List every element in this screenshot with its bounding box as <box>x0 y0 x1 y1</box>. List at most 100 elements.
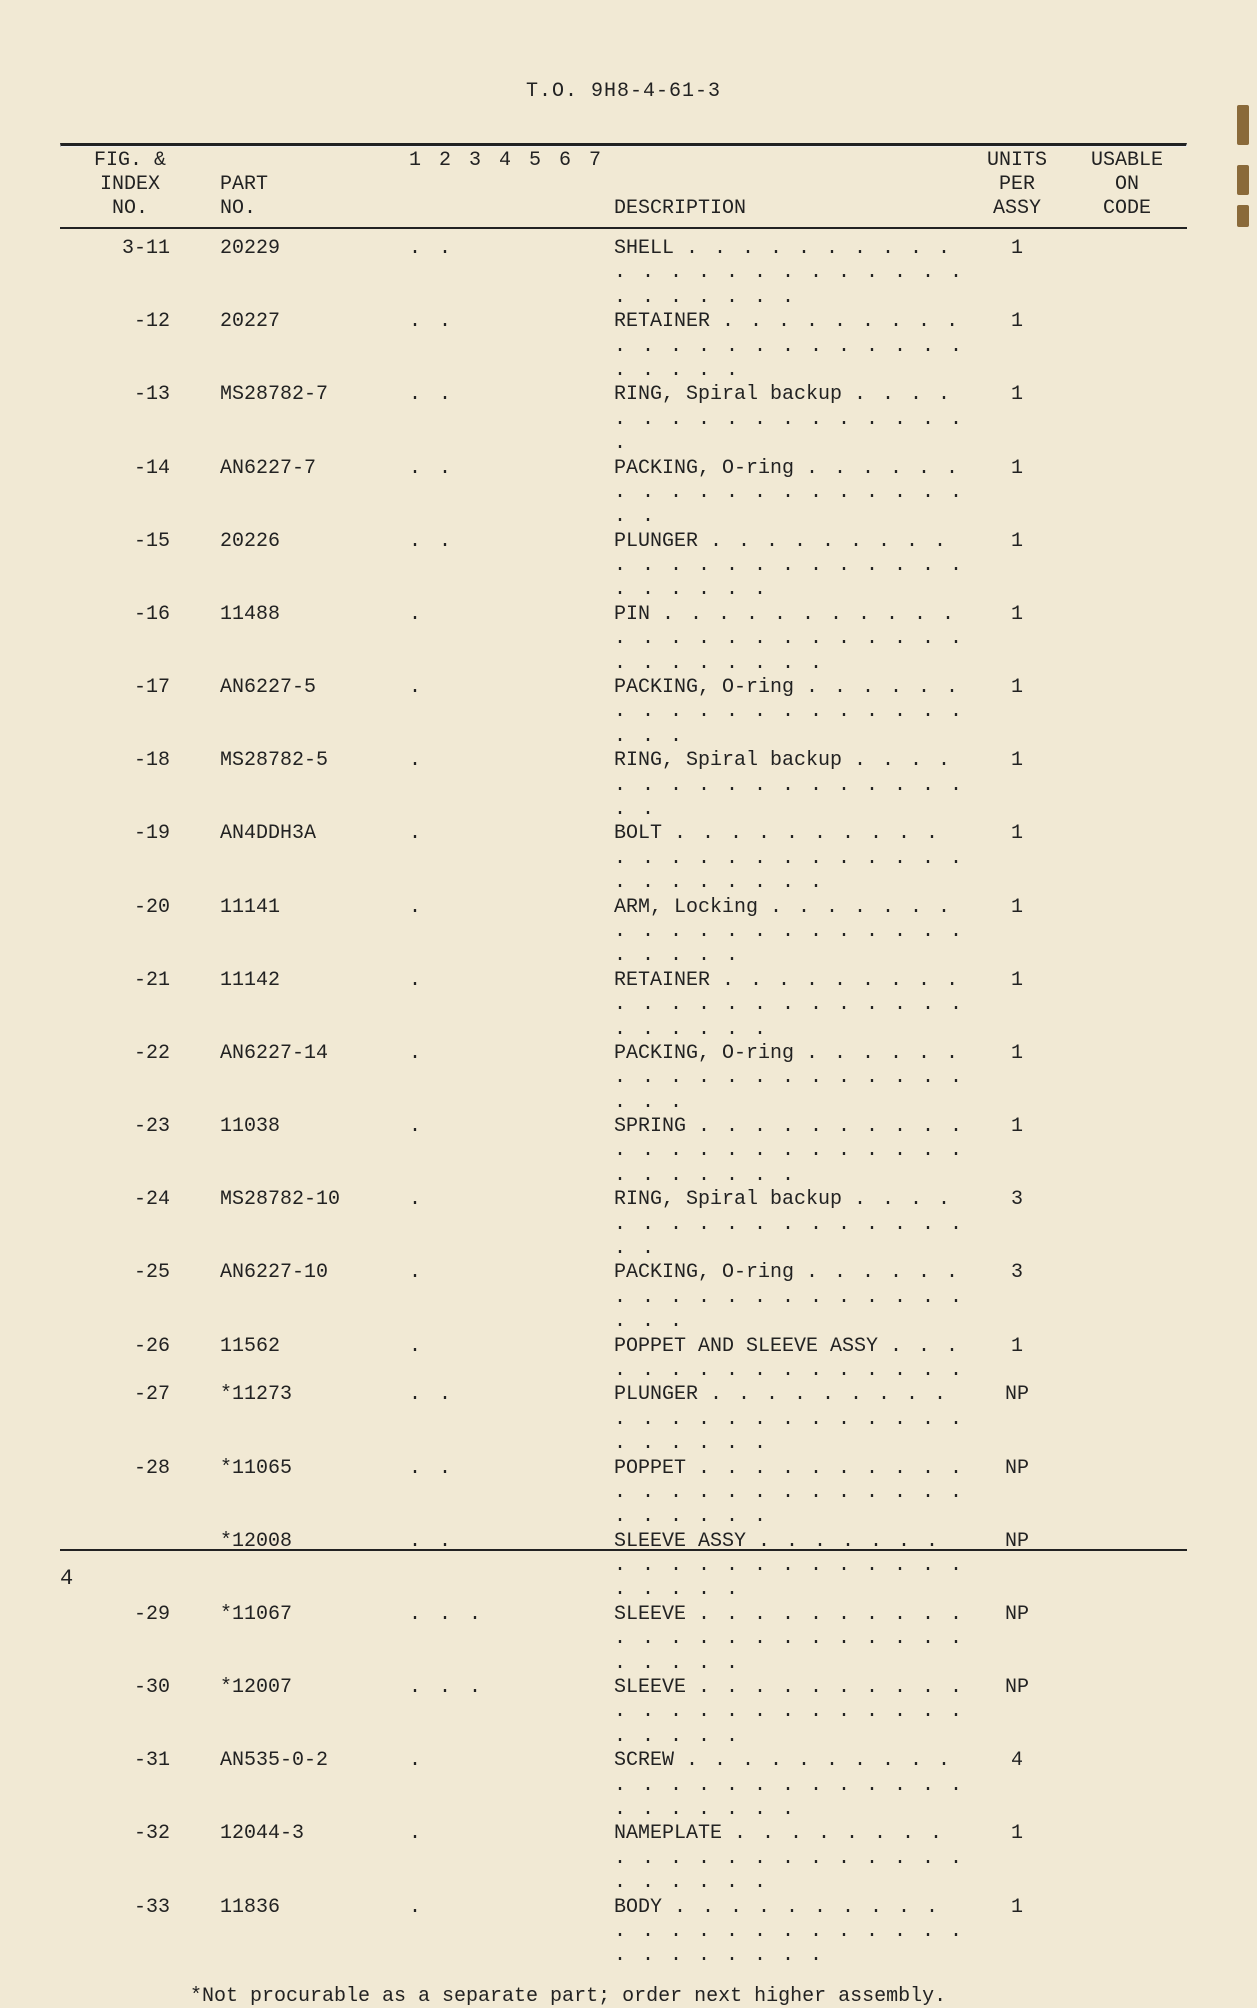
table-row: *12008..SLEEVE ASSY . . . . . . . . . . … <box>60 1530 1187 1603</box>
cell-indent <box>520 1530 550 1603</box>
cell-index: -18 <box>60 749 210 822</box>
cell-part: 11038 <box>210 1115 400 1188</box>
cell-units: NP <box>967 1676 1067 1749</box>
cell-indent: . <box>430 310 460 383</box>
table-row: -2611562.POPPET AND SLEEVE ASSY . . . . … <box>60 1335 1187 1384</box>
cell-indent <box>460 749 490 822</box>
page: T.O. 9H8-4-61-3 FIG. & INDEX NO. PART NO… <box>0 0 1257 1631</box>
cell-description: POPPET . . . . . . . . . . . . . . . . .… <box>610 1457 967 1530</box>
cell-units: 1 <box>967 1335 1067 1384</box>
cell-indent <box>430 822 460 895</box>
cell-part: MS28782-7 <box>210 383 400 456</box>
cell-description: RING, Spiral backup . . . . . . . . . . … <box>610 1188 967 1261</box>
cell-units: 1 <box>967 1115 1067 1188</box>
cell-index: -30 <box>60 1676 210 1749</box>
cell-description: PLUNGER . . . . . . . . . . . . . . . . … <box>610 530 967 603</box>
cell-indent <box>430 969 460 1042</box>
table-row: -3212044-3.NAMEPLATE . . . . . . . . . .… <box>60 1822 1187 1895</box>
cell-indent <box>490 310 520 383</box>
cell-indent <box>550 969 580 1042</box>
cell-indent <box>460 1042 490 1115</box>
cell-indent <box>580 1261 610 1334</box>
cell-indent <box>430 1188 460 1261</box>
cell-indent <box>520 1676 550 1749</box>
cell-indent <box>550 1188 580 1261</box>
cell-indent <box>460 1457 490 1530</box>
cell-description: SLEEVE ASSY . . . . . . . . . . . . . . … <box>610 1530 967 1603</box>
cell-indent <box>580 457 610 530</box>
cell-indent: . <box>400 530 430 603</box>
table-row: -22AN6227-14.PACKING, O-ring . . . . . .… <box>60 1042 1187 1115</box>
cell-indent <box>550 749 580 822</box>
cell-indent: . <box>400 1042 430 1115</box>
cell-indent: . <box>400 676 430 749</box>
table-header: FIG. & INDEX NO. PART NO. 1 2 3 4 5 6 7 … <box>60 147 1187 237</box>
cell-indent <box>550 383 580 456</box>
cell-indent <box>550 1335 580 1384</box>
cell-indent <box>490 1261 520 1334</box>
cell-indent <box>490 1603 520 1676</box>
cell-indent <box>490 1530 520 1603</box>
cell-index: -21 <box>60 969 210 1042</box>
cell-indent: . <box>400 1896 430 1969</box>
cell-usable-code <box>1067 1603 1187 1676</box>
cell-indent: . <box>400 1188 430 1261</box>
cell-part: *12007 <box>210 1676 400 1749</box>
cell-indent <box>460 457 490 530</box>
page-number: 4 <box>60 1566 73 1591</box>
cell-indent <box>430 1822 460 1895</box>
cell-units: 1 <box>967 749 1067 822</box>
table-row: -25AN6227-10.PACKING, O-ring . . . . . .… <box>60 1261 1187 1334</box>
cell-index: -33 <box>60 1896 210 1969</box>
cell-indent <box>490 530 520 603</box>
cell-indent <box>580 822 610 895</box>
col-header-fig-index: FIG. & INDEX NO. <box>60 147 210 223</box>
cell-part: 11836 <box>210 1896 400 1969</box>
cell-indent <box>460 1530 490 1603</box>
cell-indent <box>490 603 520 676</box>
table-row: -17AN6227-5.PACKING, O-ring . . . . . . … <box>60 676 1187 749</box>
cell-indent <box>490 969 520 1042</box>
table-row: -14AN6227-7..PACKING, O-ring . . . . . .… <box>60 457 1187 530</box>
cell-usable-code <box>1067 1457 1187 1530</box>
table-row: -31AN535-0-2.SCREW . . . . . . . . . . .… <box>60 1749 1187 1822</box>
cell-indent: . <box>400 603 430 676</box>
cell-part: AN4DDH3A <box>210 822 400 895</box>
cell-indent <box>460 676 490 749</box>
cell-indent <box>550 530 580 603</box>
cell-index: -15 <box>60 530 210 603</box>
cell-units: 3 <box>967 1261 1067 1334</box>
cell-indent <box>580 530 610 603</box>
col-header-indent-1: 1 <box>400 147 430 223</box>
cell-indent <box>430 1896 460 1969</box>
cell-part: MS28782-10 <box>210 1188 400 1261</box>
table-row: -18MS28782-5.RING, Spiral backup . . . .… <box>60 749 1187 822</box>
cell-indent <box>520 1603 550 1676</box>
cell-indent <box>580 1822 610 1895</box>
cell-indent <box>490 1335 520 1384</box>
cell-indent <box>460 237 490 310</box>
cell-indent <box>490 1115 520 1188</box>
cell-units: 1 <box>967 457 1067 530</box>
cell-indent <box>520 749 550 822</box>
cell-units: NP <box>967 1383 1067 1456</box>
col-header-usable: USABLE ON CODE <box>1067 147 1187 223</box>
binding-mark <box>1237 165 1249 195</box>
cell-description: RING, Spiral backup . . . . . . . . . . … <box>610 749 967 822</box>
table-body: 3-1120229..SHELL . . . . . . . . . . . .… <box>60 237 1187 1969</box>
cell-description: PACKING, O-ring . . . . . . . . . . . . … <box>610 676 967 749</box>
cell-indent <box>430 676 460 749</box>
cell-indent: . <box>400 1676 430 1749</box>
cell-usable-code <box>1067 676 1187 749</box>
table-row: -28*11065..POPPET . . . . . . . . . . . … <box>60 1457 1187 1530</box>
cell-usable-code <box>1067 749 1187 822</box>
cell-usable-code <box>1067 1530 1187 1603</box>
cell-indent: . <box>400 969 430 1042</box>
cell-usable-code <box>1067 1188 1187 1261</box>
cell-indent <box>460 1115 490 1188</box>
cell-usable-code <box>1067 969 1187 1042</box>
cell-indent <box>520 1749 550 1822</box>
cell-indent: . <box>400 1457 430 1530</box>
cell-indent <box>460 896 490 969</box>
cell-indent <box>550 1261 580 1334</box>
